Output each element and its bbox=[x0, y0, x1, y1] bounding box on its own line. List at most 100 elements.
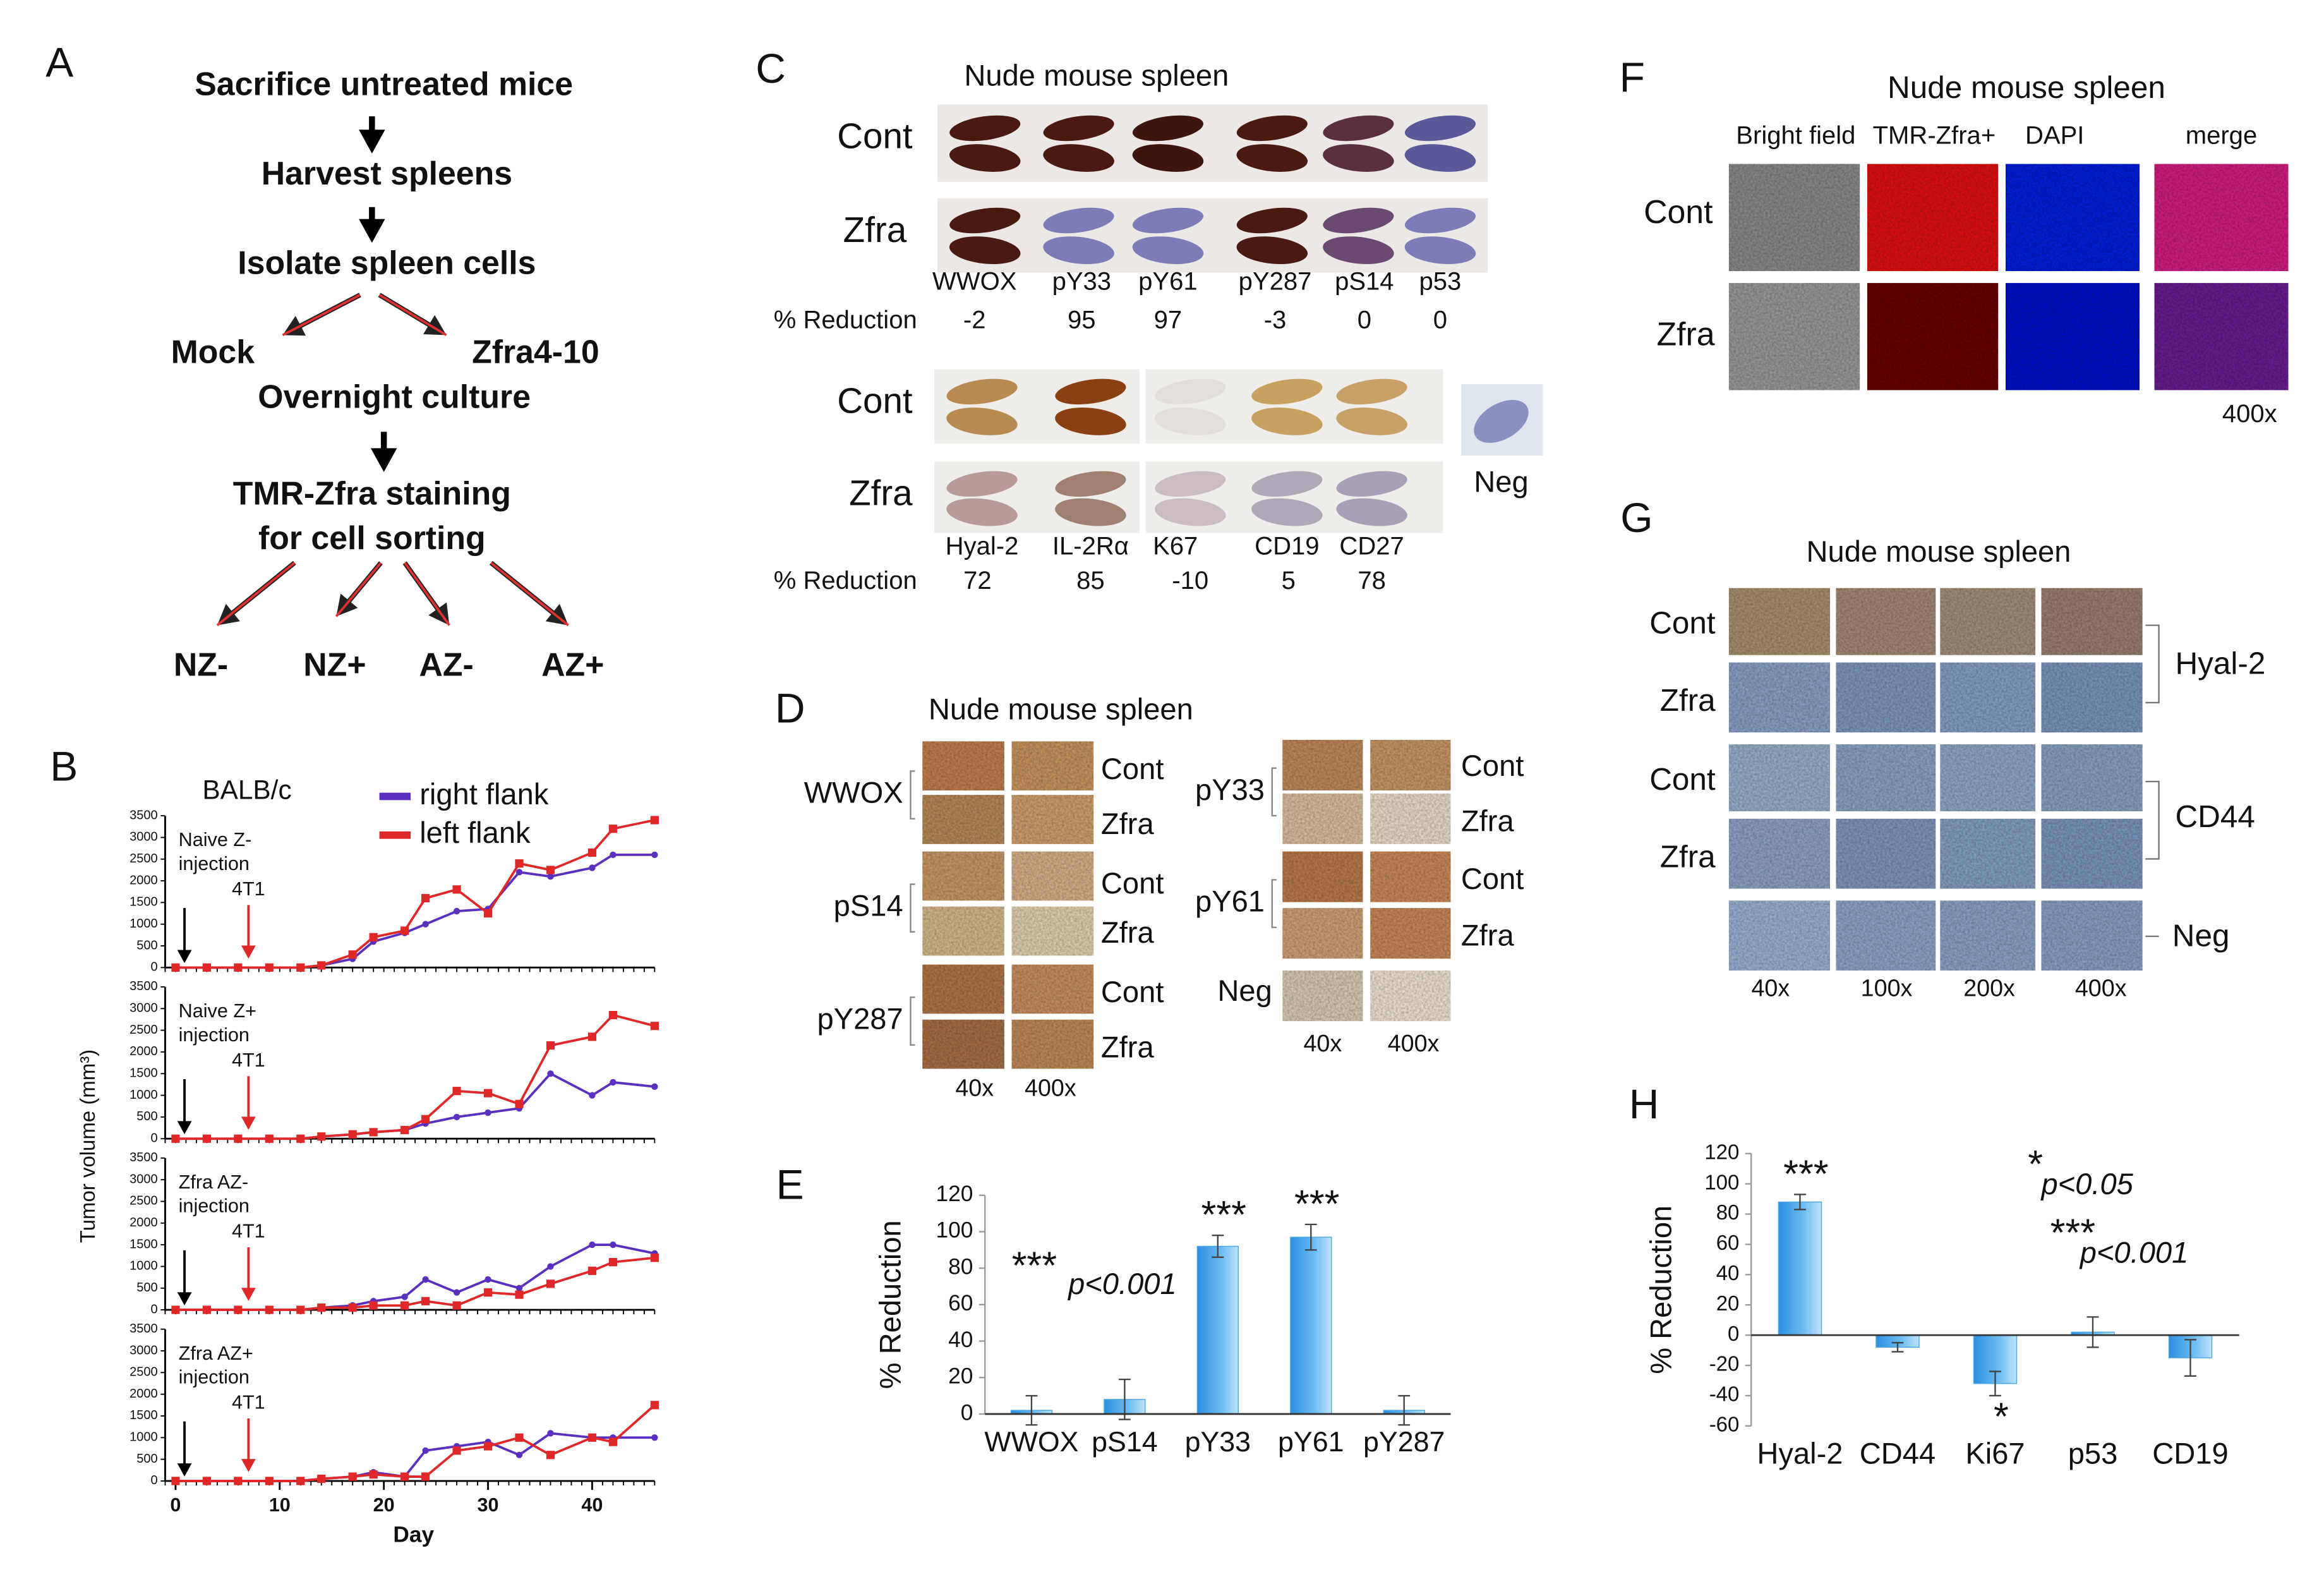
micrograph bbox=[1011, 1019, 1094, 1069]
micrograph bbox=[1282, 793, 1363, 844]
point bbox=[171, 1134, 180, 1143]
point bbox=[515, 869, 523, 876]
bracket bbox=[910, 883, 915, 933]
label: 85 bbox=[1076, 567, 1105, 595]
tissue bbox=[946, 471, 1018, 497]
label: pY61 bbox=[1278, 1426, 1344, 1458]
label: 400x bbox=[1388, 1030, 1440, 1056]
label: Isolate spleen cells bbox=[238, 244, 536, 281]
tissue bbox=[1043, 115, 1114, 142]
label: % Reduction bbox=[774, 306, 917, 334]
point bbox=[650, 1022, 659, 1031]
label: 3000 bbox=[129, 1343, 158, 1357]
label: G bbox=[1620, 494, 1653, 541]
label: Tumor volume (mm³) bbox=[76, 1049, 99, 1243]
label: Neg bbox=[1474, 464, 1528, 498]
micrograph bbox=[1282, 908, 1363, 959]
tissue bbox=[1236, 236, 1308, 264]
label: 3000 bbox=[129, 1001, 158, 1015]
point bbox=[421, 1115, 430, 1123]
tissue bbox=[1404, 236, 1476, 264]
point bbox=[589, 1092, 596, 1099]
point bbox=[234, 963, 243, 972]
label: Zfra bbox=[843, 210, 907, 250]
label: Hyal-2 bbox=[2175, 646, 2265, 680]
label: Zfra bbox=[1461, 804, 1515, 837]
point bbox=[546, 1279, 555, 1288]
label: K67 bbox=[1153, 533, 1198, 560]
arrow-accent bbox=[490, 562, 569, 627]
tissue bbox=[1132, 144, 1204, 172]
label: p53 bbox=[2068, 1436, 2118, 1470]
label: 2000 bbox=[129, 1044, 158, 1058]
label: 500 bbox=[136, 938, 157, 952]
point bbox=[296, 1134, 305, 1143]
label: p53 bbox=[1419, 267, 1462, 295]
point bbox=[483, 1288, 493, 1297]
label: 4T1 bbox=[232, 1049, 265, 1071]
label: injection bbox=[179, 1195, 250, 1217]
point bbox=[547, 1263, 554, 1270]
tissue bbox=[1055, 471, 1126, 497]
point bbox=[587, 848, 597, 857]
arrow-head bbox=[282, 315, 306, 336]
label: -2 bbox=[963, 306, 986, 334]
micrograph bbox=[1011, 851, 1094, 901]
point bbox=[401, 1293, 408, 1300]
label: Day bbox=[393, 1522, 434, 1547]
tissue bbox=[1155, 378, 1226, 405]
label: pS14 bbox=[834, 889, 903, 922]
label: 20 bbox=[948, 1364, 973, 1389]
label: 120 bbox=[936, 1182, 973, 1206]
label: 20 bbox=[373, 1494, 395, 1516]
label: Cont bbox=[837, 116, 913, 155]
tissue bbox=[949, 115, 1021, 142]
tissue bbox=[1251, 498, 1323, 526]
tissue bbox=[1404, 115, 1476, 142]
bar bbox=[1778, 1201, 1822, 1336]
tissue bbox=[946, 378, 1018, 405]
point bbox=[400, 1125, 409, 1135]
arrow-head bbox=[241, 1116, 256, 1130]
micrograph bbox=[1370, 851, 1451, 902]
label: 1000 bbox=[129, 1259, 158, 1273]
tissue bbox=[1404, 207, 1476, 234]
micrograph bbox=[1011, 906, 1094, 956]
label: 3500 bbox=[129, 1322, 158, 1336]
label: 500 bbox=[136, 1452, 157, 1466]
point bbox=[483, 1442, 493, 1451]
point bbox=[317, 1474, 326, 1484]
label: 4T1 bbox=[232, 878, 265, 900]
tissue bbox=[1154, 408, 1226, 435]
label: 40x bbox=[1751, 975, 1790, 1001]
point bbox=[369, 933, 378, 941]
micrograph bbox=[1728, 588, 1831, 655]
micrograph bbox=[2041, 818, 2143, 889]
label: % Reduction bbox=[1644, 1206, 1678, 1374]
label: 500 bbox=[136, 1109, 157, 1123]
tissue bbox=[1043, 207, 1114, 234]
point bbox=[515, 1451, 523, 1458]
micrograph bbox=[922, 906, 1004, 956]
tissue bbox=[1323, 144, 1394, 172]
arrow-accent bbox=[378, 294, 447, 336]
micrograph bbox=[1940, 900, 2036, 971]
label: Cont bbox=[1101, 752, 1164, 785]
arrow-head bbox=[177, 1292, 192, 1306]
label: H bbox=[1629, 1080, 1659, 1127]
label: 3500 bbox=[129, 1151, 158, 1164]
label: Zfra bbox=[1660, 683, 1716, 718]
error-bar bbox=[2086, 1316, 2099, 1348]
label: Ki67 bbox=[1965, 1436, 2025, 1470]
point bbox=[400, 926, 409, 935]
label: Zfra bbox=[1461, 919, 1515, 952]
point bbox=[546, 866, 555, 874]
label: pY33 bbox=[1195, 773, 1265, 806]
label: B bbox=[50, 743, 78, 790]
micrograph bbox=[1370, 739, 1451, 791]
point bbox=[202, 1134, 211, 1143]
error-bar bbox=[1794, 1194, 1806, 1211]
micrograph bbox=[1728, 818, 1831, 889]
label: 1000 bbox=[129, 1430, 158, 1444]
label: 2500 bbox=[129, 1365, 158, 1379]
